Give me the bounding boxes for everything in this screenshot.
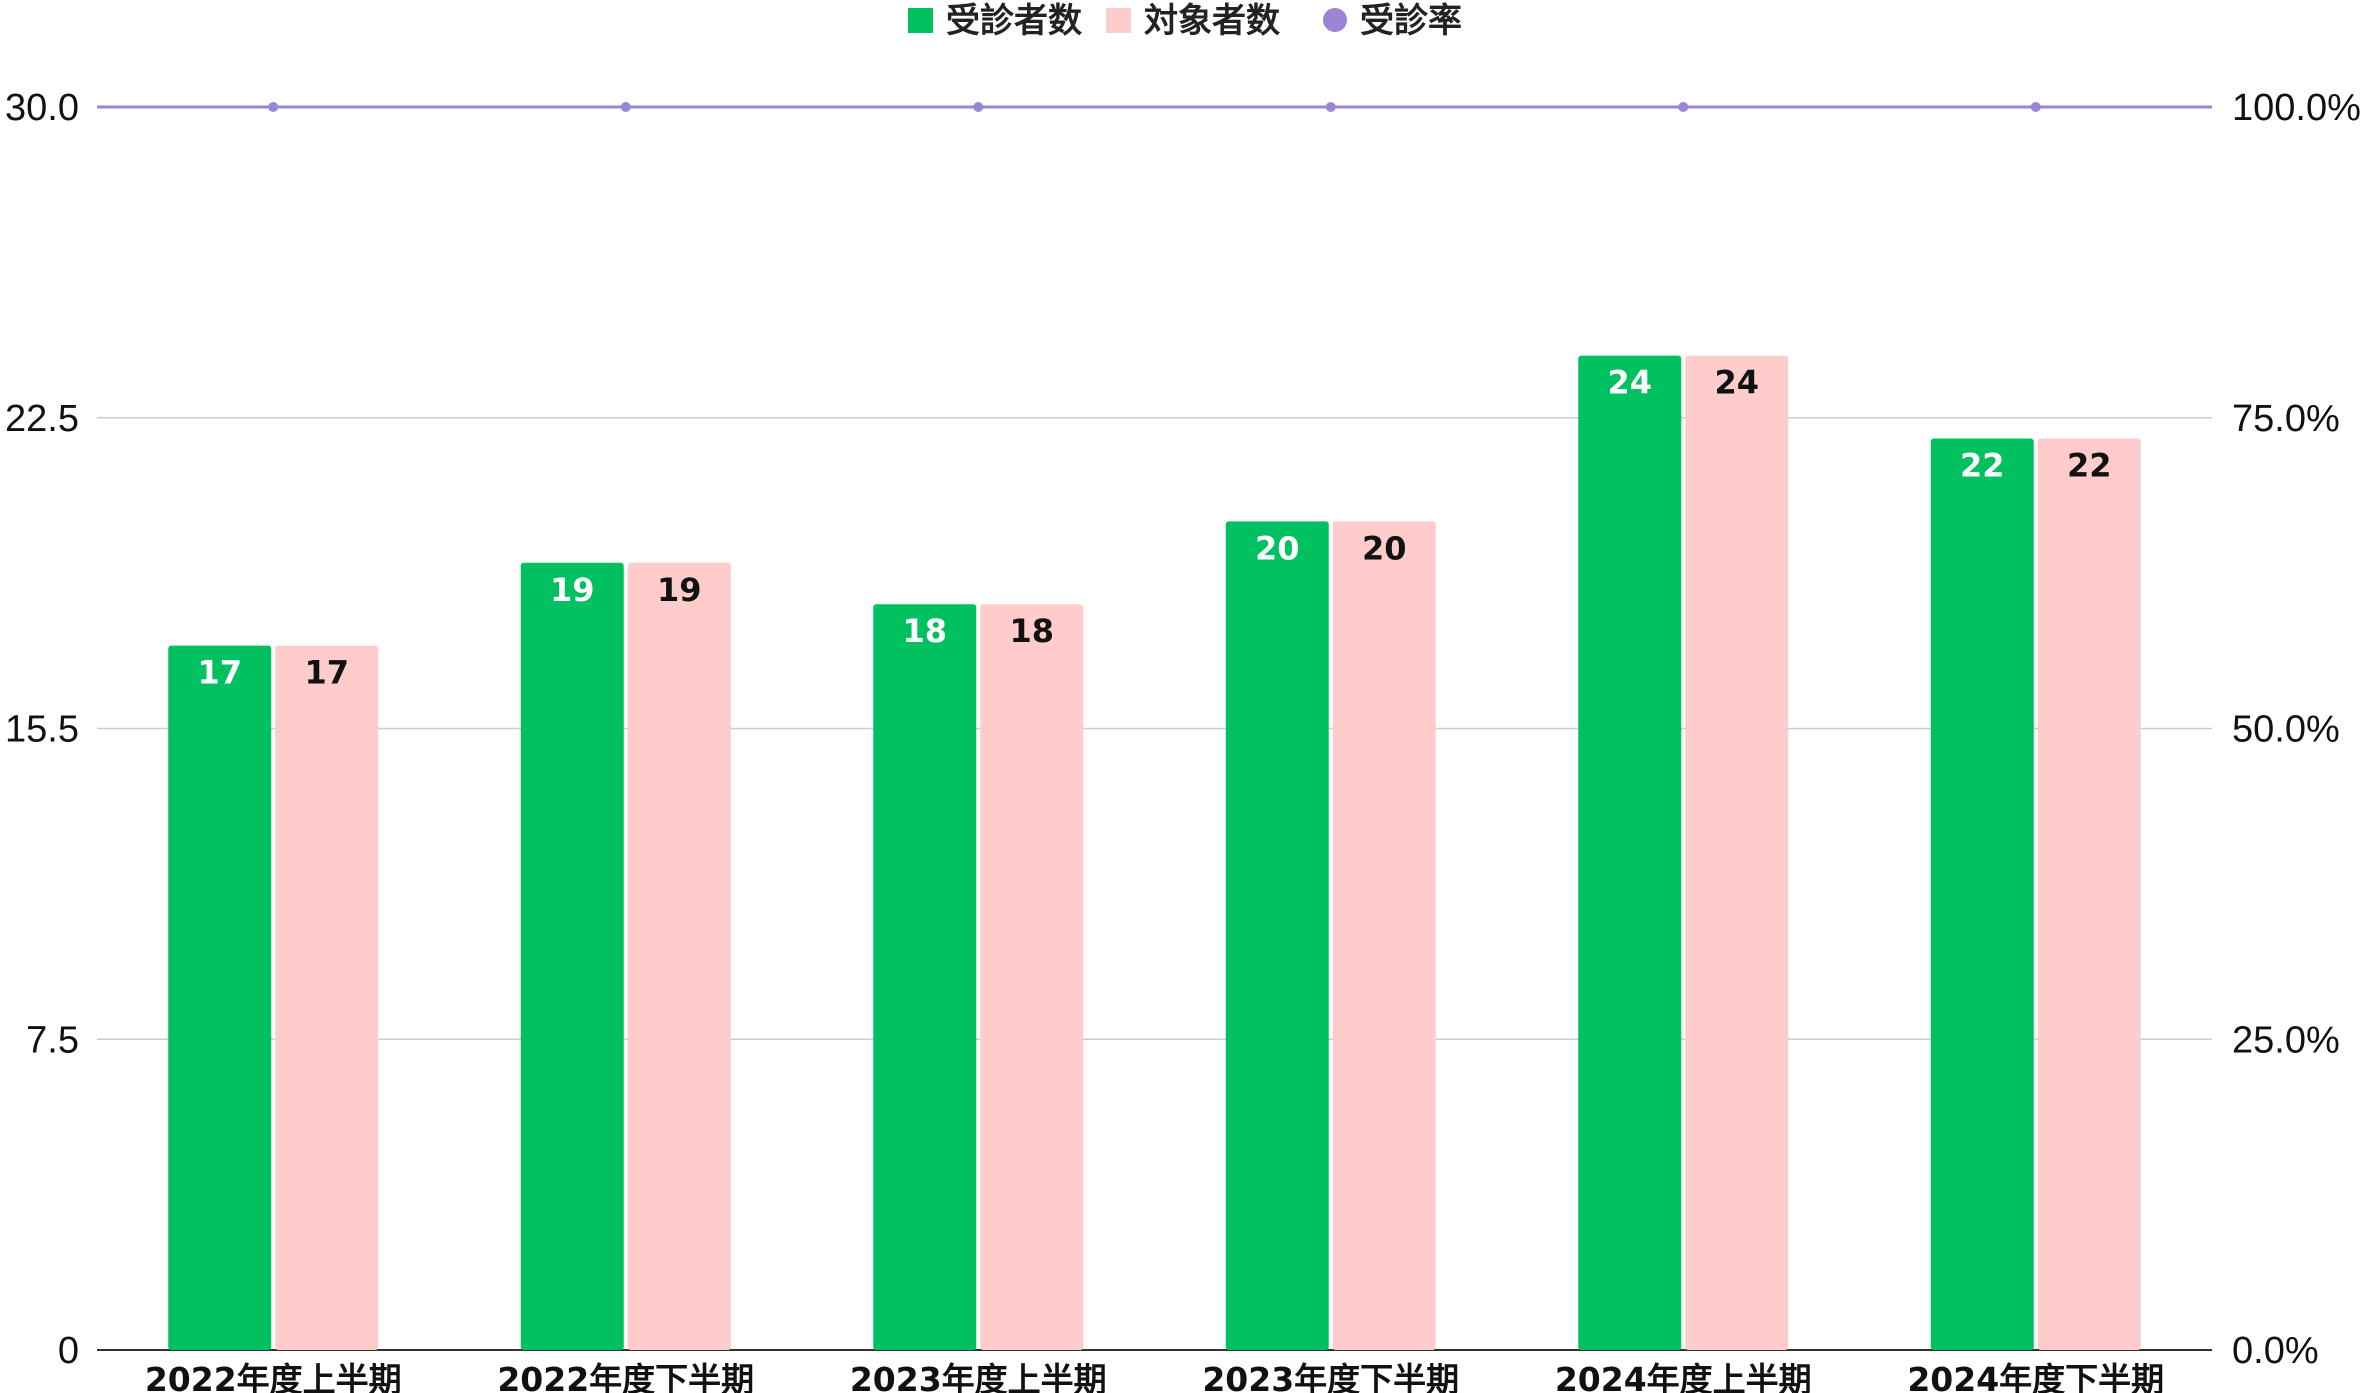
category-labels: 2022年度上半期 2022年度下半期 2023年度上半期 2023年度下半期 2024… (145, 1360, 2164, 1393)
left-tick-label: 0 (58, 1330, 79, 1372)
left-tick-label: 22.5 (5, 398, 79, 440)
bar-targets (2037, 438, 2141, 1350)
category-label: 2022年度上半期 (145, 1360, 402, 1393)
bar-value-label: 22 (1960, 446, 2005, 484)
rate-point (973, 102, 984, 112)
rate-line-series (97, 102, 2212, 112)
right-tick-label: 0.0% (2232, 1330, 2319, 1372)
bar-value-label: 24 (1714, 364, 1759, 402)
rate-point (1325, 102, 1336, 112)
category-label: 2023年度下半期 (1202, 1360, 1459, 1393)
left-tick-label: 15.5 (5, 709, 79, 751)
right-tick-label: 100.0% (2232, 87, 2360, 129)
right-axis-ticks: 0.0% 25.0% 50.0% 75.0% 100.0% (2232, 87, 2360, 1372)
bar-value-label: 22 (2067, 446, 2112, 484)
left-axis-ticks: 0 7.5 15.5 22.5 30.0 (5, 87, 79, 1372)
rate-point (620, 102, 631, 112)
left-tick-label: 7.5 (26, 1019, 79, 1061)
right-tick-label: 50.0% (2232, 709, 2340, 751)
bar-examinees (1578, 355, 1682, 1351)
bar-value-label: 17 (197, 654, 242, 692)
bar-value-label: 19 (550, 571, 595, 609)
bar-examinees (168, 645, 272, 1350)
bar-examinees (1930, 438, 2034, 1350)
bar-value-label: 17 (304, 654, 349, 692)
legend-label: 受診者数 (946, 1, 1082, 41)
bar-targets (627, 562, 731, 1350)
gridlines (97, 106, 2212, 1351)
rate-point (268, 102, 279, 112)
category-label: 2023年度上半期 (850, 1360, 1107, 1393)
bar-targets (980, 604, 1084, 1350)
bar-targets (275, 645, 379, 1350)
left-tick-label: 30.0 (5, 87, 79, 129)
right-tick-label: 25.0% (2232, 1019, 2340, 1061)
bar-targets (1332, 521, 1436, 1350)
legend-swatch (1106, 8, 1131, 33)
bar-value-label: 18 (902, 612, 947, 650)
rate-point (2030, 102, 2041, 112)
legend-label: 対象者数 (1144, 1, 1280, 41)
bar-examinees (520, 562, 624, 1350)
legend-label: 受診率 (1360, 1, 1462, 41)
bar-value-label: 20 (1362, 529, 1407, 567)
legend: 受診者数 対象者数 受診率 (908, 1, 1462, 41)
bar-examinees (873, 604, 977, 1350)
category-label: 2022年度下半期 (497, 1360, 754, 1393)
bar-targets (1685, 355, 1789, 1351)
category-label: 2024年度上半期 (1555, 1360, 1812, 1393)
bar-value-label: 19 (657, 571, 702, 609)
bar-value-label: 24 (1607, 364, 1652, 402)
legend-swatch (908, 8, 933, 33)
bar-value-label: 20 (1255, 529, 1300, 567)
bars: 17 17 19 19 18 18 20 20 24 24 22 22 (168, 355, 2141, 1351)
rate-point (1678, 102, 1689, 112)
category-label: 2024年度下半期 (1907, 1360, 2164, 1393)
bar-examinees (1225, 521, 1329, 1350)
legend-swatch-rate (1323, 8, 1347, 32)
right-tick-label: 75.0% (2232, 398, 2340, 440)
bar-value-label: 18 (1009, 612, 1054, 650)
